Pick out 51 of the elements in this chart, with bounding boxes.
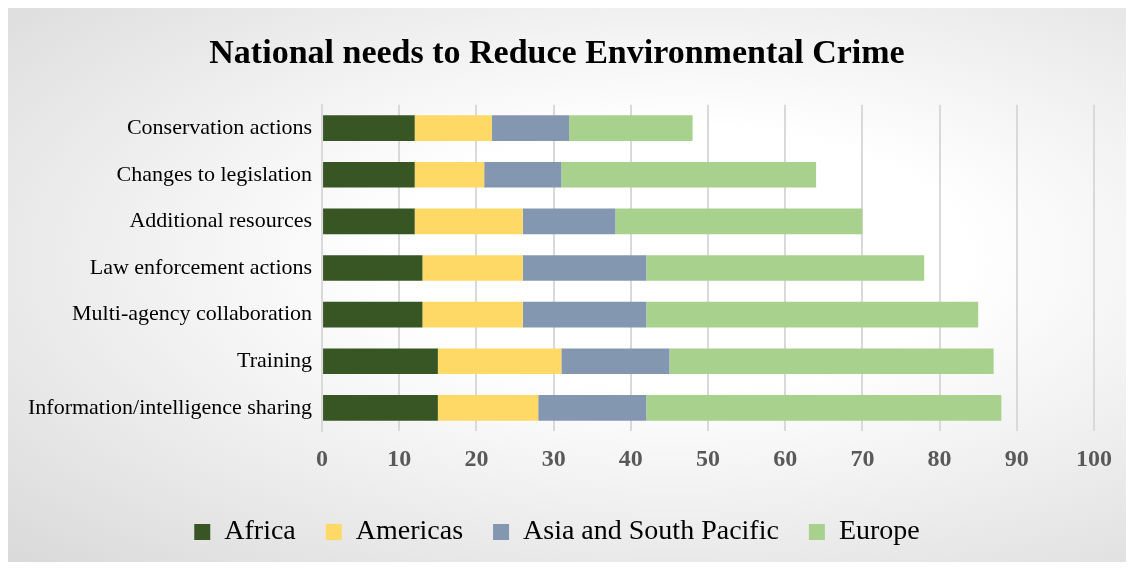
legend-label: Africa — [224, 514, 297, 546]
x-tick-label: 10 — [387, 444, 412, 471]
x-tick-label: 90 — [1004, 444, 1029, 471]
bar — [323, 208, 415, 235]
bar — [538, 395, 647, 421]
bar — [323, 348, 438, 375]
x-tick-label: 40 — [618, 444, 643, 471]
bar — [561, 348, 670, 375]
x-tick-label: 0 — [316, 444, 329, 471]
bar — [646, 301, 979, 328]
bar — [422, 301, 523, 328]
x-tick-label: 30 — [541, 444, 566, 471]
bar — [615, 208, 863, 235]
bar — [422, 255, 523, 281]
bar — [569, 115, 693, 141]
legend-label: Asia and South Pacific — [523, 514, 779, 546]
bar — [414, 115, 492, 141]
y-tick-label: Training — [237, 347, 313, 373]
y-tick-label: Law enforcement actions — [89, 253, 313, 279]
y-tick-label: Conservation actions — [126, 113, 313, 139]
chart-title: National needs to Reduce Environmental Crime — [209, 33, 905, 71]
y-tick-label: Changes to legislation — [116, 160, 313, 186]
bar — [522, 208, 616, 235]
bar — [646, 255, 925, 281]
bar — [323, 395, 438, 421]
bar — [323, 301, 423, 328]
legend-label: Europe — [838, 514, 920, 546]
y-tick-label: Additional resources — [129, 207, 313, 233]
y-tick-label: Information/intelligence sharing — [28, 393, 313, 419]
bar — [561, 161, 817, 188]
x-tick-label: 80 — [927, 444, 952, 471]
bar — [323, 255, 423, 281]
x-tick-label: 70 — [850, 444, 875, 471]
bar — [414, 208, 523, 235]
bar — [522, 255, 647, 281]
x-tick-label: 50 — [696, 444, 721, 471]
bar — [646, 395, 1002, 421]
bar — [484, 161, 562, 188]
x-tick-label: 60 — [773, 444, 798, 471]
bar — [437, 395, 539, 421]
bar — [323, 115, 415, 141]
x-tick-label: 100 — [1076, 444, 1112, 471]
y-tick-label: Multi-agency collaboration — [71, 300, 313, 326]
bar — [323, 161, 415, 188]
bar — [669, 348, 994, 375]
x-tick-label: 20 — [464, 444, 489, 471]
bar — [414, 161, 485, 188]
legend-label: Americas — [355, 514, 464, 546]
bar — [522, 301, 647, 328]
bar — [491, 115, 570, 141]
bar — [437, 348, 562, 375]
